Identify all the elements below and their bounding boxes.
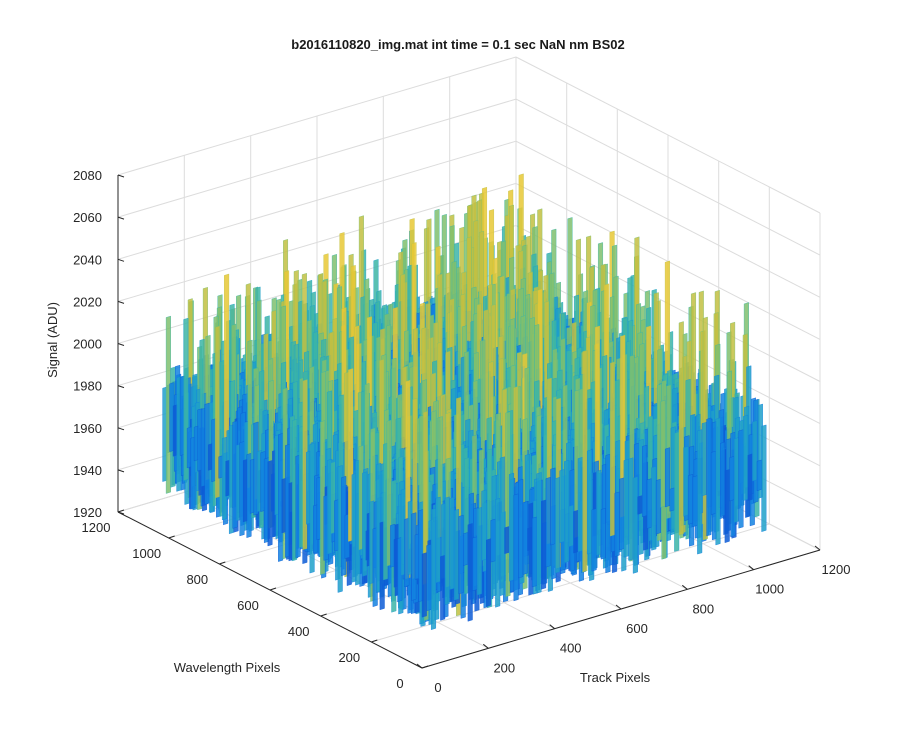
grid-line [515,98,821,256]
grid-line [117,98,517,218]
grid-line [117,182,517,302]
grid-line [515,56,821,214]
grid-line [117,56,517,176]
grid-line [117,140,517,260]
grid-line [371,523,770,643]
surface-plot [162,173,767,630]
grid-line [515,140,821,298]
chart-title: b2016110820_img.mat int time = 0.1 sec N… [291,37,624,52]
surface-strip [362,471,368,577]
surface-strip [214,325,221,499]
